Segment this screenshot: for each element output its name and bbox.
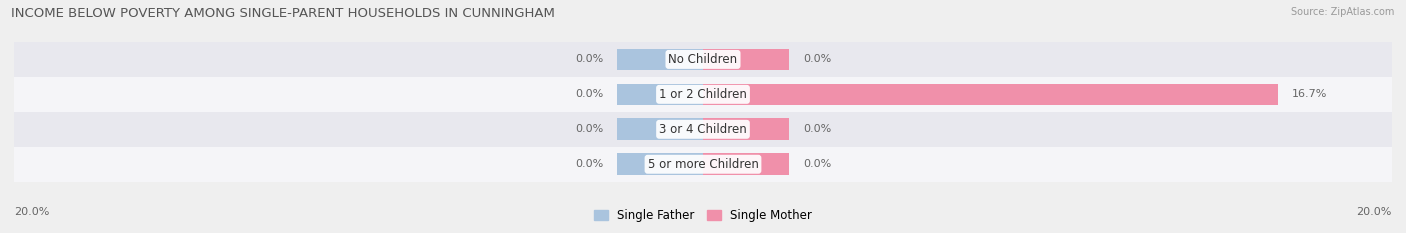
Bar xyxy=(703,84,1278,105)
Bar xyxy=(617,84,703,105)
Bar xyxy=(14,42,1392,77)
Text: 0.0%: 0.0% xyxy=(803,159,831,169)
Bar xyxy=(617,118,703,140)
Text: 0.0%: 0.0% xyxy=(575,55,603,64)
Text: 1 or 2 Children: 1 or 2 Children xyxy=(659,88,747,101)
Bar xyxy=(14,112,1392,147)
Text: 0.0%: 0.0% xyxy=(803,124,831,134)
Bar xyxy=(617,49,703,70)
Text: 3 or 4 Children: 3 or 4 Children xyxy=(659,123,747,136)
Text: 16.7%: 16.7% xyxy=(1292,89,1327,99)
Text: 20.0%: 20.0% xyxy=(1357,207,1392,217)
Text: 5 or more Children: 5 or more Children xyxy=(648,158,758,171)
Text: 0.0%: 0.0% xyxy=(803,55,831,64)
Bar xyxy=(703,154,789,175)
Text: 0.0%: 0.0% xyxy=(575,159,603,169)
Legend: Single Father, Single Mother: Single Father, Single Mother xyxy=(589,204,817,227)
Text: No Children: No Children xyxy=(668,53,738,66)
Text: 20.0%: 20.0% xyxy=(14,207,49,217)
Bar xyxy=(14,77,1392,112)
Text: 0.0%: 0.0% xyxy=(575,89,603,99)
Bar xyxy=(703,118,789,140)
Text: 0.0%: 0.0% xyxy=(575,124,603,134)
Bar xyxy=(703,49,789,70)
Text: Source: ZipAtlas.com: Source: ZipAtlas.com xyxy=(1291,7,1395,17)
Bar xyxy=(617,154,703,175)
Bar xyxy=(14,147,1392,182)
Text: INCOME BELOW POVERTY AMONG SINGLE-PARENT HOUSEHOLDS IN CUNNINGHAM: INCOME BELOW POVERTY AMONG SINGLE-PARENT… xyxy=(11,7,555,20)
